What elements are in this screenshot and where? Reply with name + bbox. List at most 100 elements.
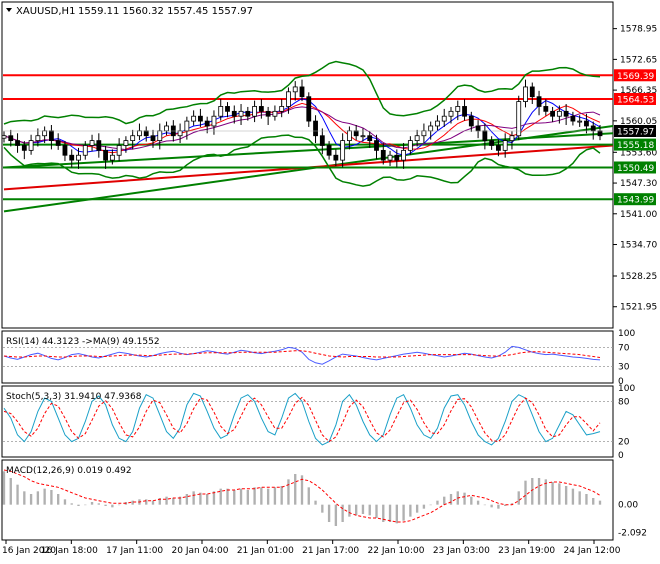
candle-body <box>245 110 251 117</box>
candle-body <box>340 140 346 161</box>
price-tick-label: 1547.30 <box>620 179 657 189</box>
candle-body <box>523 86 528 102</box>
macd-histogram-bar <box>321 504 324 513</box>
time-tick-label: 24 Jan 12:00 <box>564 546 621 556</box>
candle-body <box>394 154 400 161</box>
macd-histogram-bar <box>151 500 155 505</box>
macd-histogram-bar <box>280 486 283 505</box>
candle-body <box>529 86 535 98</box>
level-price-tag <box>614 138 656 151</box>
rsi-tick-label: 100 <box>618 329 635 339</box>
macd-histogram-bar <box>510 503 514 505</box>
macd-histogram-bar <box>172 498 175 505</box>
candle-body <box>543 106 549 112</box>
candle-body <box>164 125 169 132</box>
candle-body <box>62 145 68 156</box>
candle-body <box>326 145 332 156</box>
candle-body <box>238 110 244 117</box>
macd-histogram-bar <box>70 503 73 505</box>
macd-histogram-bar <box>206 494 209 505</box>
candle-body <box>272 110 278 117</box>
candle-body <box>150 135 156 142</box>
stoch-tick-label: 0 <box>618 451 624 461</box>
candle-body <box>231 110 237 117</box>
candle-body <box>143 130 149 137</box>
macd-histogram-bar <box>199 492 202 505</box>
macd-histogram-bar <box>382 504 385 522</box>
macd-histogram-bar <box>355 504 358 516</box>
macd-histogram-bar <box>165 496 168 505</box>
macd-histogram-bar <box>77 504 80 506</box>
macd-histogram-bar <box>578 491 581 505</box>
macd-signal-line <box>3 469 601 523</box>
candle-body <box>116 145 122 156</box>
macd-panel-frame <box>1 459 614 541</box>
macd-histogram-bar <box>90 502 94 505</box>
candle-body <box>184 120 190 132</box>
candle-body <box>441 115 447 122</box>
macd-histogram-bar <box>273 487 277 505</box>
macd-histogram-bar <box>341 504 344 522</box>
time-tick-label: 16 Jan 2020 <box>2 546 56 556</box>
macd-histogram-bar <box>63 499 67 505</box>
candle-body <box>198 115 203 122</box>
candle-body <box>577 120 583 123</box>
menu-triangle-icon[interactable] <box>6 8 12 12</box>
stoch-tick-label: 100 <box>618 384 635 394</box>
rsi-panel-frame <box>1 330 614 384</box>
candle-body <box>496 145 501 151</box>
candle-body <box>279 106 285 112</box>
stoch-title: Stoch(5,3,3) 31.9410 47.9368 <box>6 392 142 402</box>
macd-histogram-bar <box>592 498 595 505</box>
macd-histogram-bar <box>443 496 446 505</box>
candle-body <box>435 120 440 127</box>
candle-body <box>55 140 61 146</box>
time-tick-label: 21 Jan 01:00 <box>237 546 294 556</box>
price-tick-label: 1560.05 <box>620 117 657 127</box>
macd-histogram-bar <box>402 504 405 521</box>
candle-body <box>211 115 217 127</box>
candle-body <box>109 154 115 161</box>
candle-body <box>218 106 224 117</box>
candle-body <box>42 130 48 137</box>
rsi-tick-label: 30 <box>618 363 630 373</box>
rsi-line <box>3 345 601 365</box>
candle-body <box>509 135 515 142</box>
candle-body <box>306 96 312 122</box>
candle-body <box>157 130 163 142</box>
macd-histogram-bar <box>409 504 412 517</box>
candle-body <box>103 149 108 161</box>
price-panel: 1578.95 1572.65 1566.35 1560.05 1553.60 1547.… <box>1 25 657 313</box>
macd-histogram-bar <box>483 504 487 506</box>
macd-histogram-bar <box>524 480 527 505</box>
macd-histogram-bar <box>192 491 195 505</box>
candle-body <box>448 110 454 117</box>
macd-histogram-bar <box>29 494 33 505</box>
candle-body <box>82 145 88 156</box>
level-price-label: 1564.53 <box>617 95 654 105</box>
candle-body <box>313 120 318 137</box>
macd-histogram-bar <box>551 482 554 505</box>
macd-histogram-bar <box>497 504 500 509</box>
macd-tick-label: 0.00 <box>618 501 638 511</box>
macd-tick-label: -2.092 <box>618 529 647 539</box>
price-tick-label: 1578.95 <box>620 25 657 35</box>
candle-body <box>347 130 352 142</box>
macd-histogram-bar <box>253 487 256 505</box>
candle-body <box>333 154 339 161</box>
time-tick-label: 20 Jan 04:00 <box>172 546 229 556</box>
macd-histogram-bar <box>375 504 378 518</box>
candle-body <box>489 140 495 146</box>
time-tick-label: 23 Jan 19:00 <box>498 546 555 556</box>
macd-histogram-bar <box>36 491 40 505</box>
macd-histogram-bar <box>598 500 602 505</box>
ohlc-readout: 1559.11 1560.32 1557.45 1557.97 <box>78 6 253 17</box>
candle-body <box>360 135 366 138</box>
price-tick-label: 1566.35 <box>620 86 657 96</box>
price-tick-label: 1534.70 <box>620 241 657 251</box>
price-tick-label: 1572.65 <box>620 55 657 65</box>
macd-histogram-bar <box>50 490 53 505</box>
candle-body <box>286 91 291 107</box>
macd-histogram-bar <box>476 500 480 505</box>
